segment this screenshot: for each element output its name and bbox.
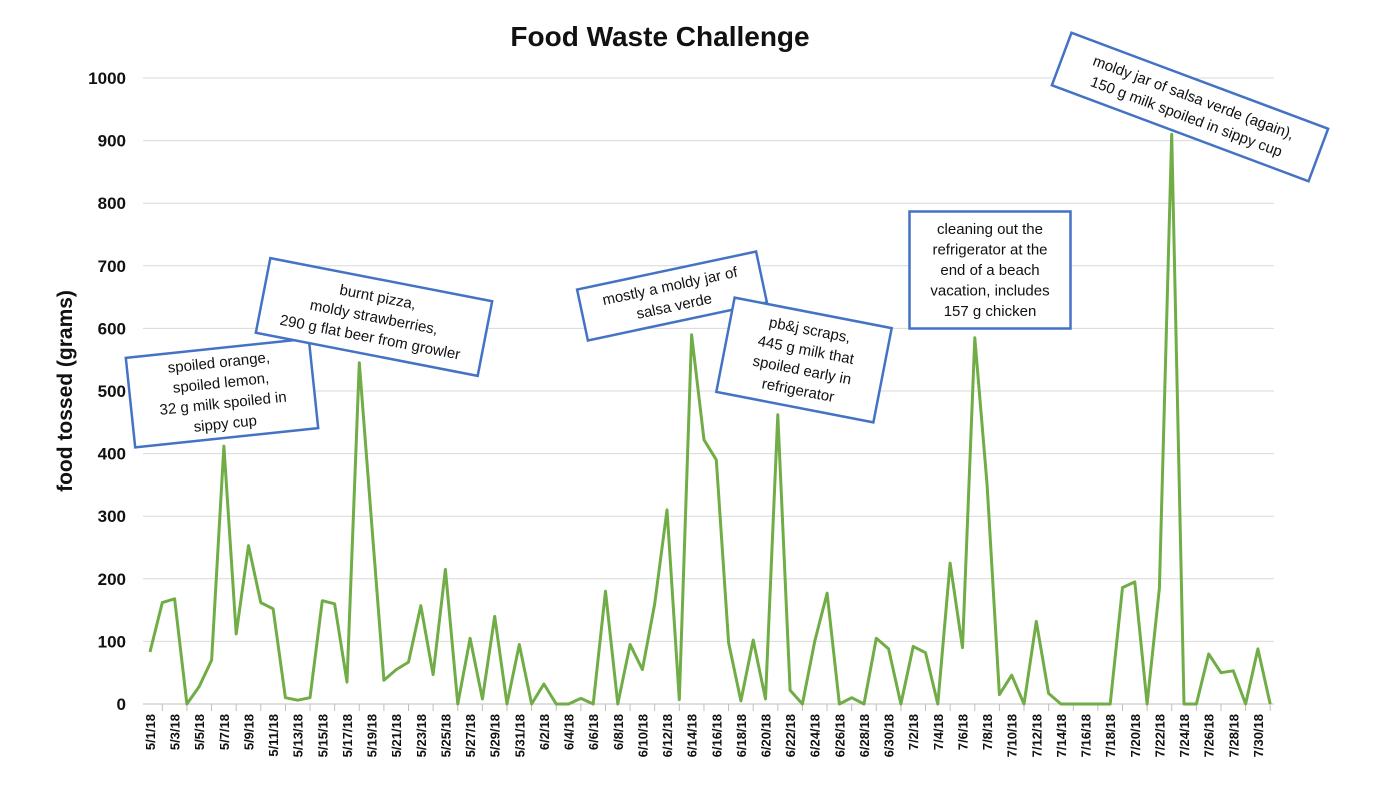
y-tick-label: 400 — [98, 445, 126, 464]
x-tick-label: 5/23/18 — [414, 714, 429, 757]
y-tick-label: 500 — [98, 382, 126, 401]
x-tick-label: 7/14/18 — [1054, 714, 1069, 757]
x-tick-label: 5/7/18 — [217, 714, 232, 750]
x-tick-label: 5/21/18 — [389, 714, 404, 757]
x-tick-label: 7/18/18 — [1103, 714, 1118, 757]
annotation-box: moldy jar of salsa verde (again),150 g m… — [1050, 31, 1330, 183]
x-tick-label: 5/17/18 — [340, 714, 355, 757]
x-tick-label: 5/9/18 — [241, 714, 256, 750]
x-tick-label: 5/29/18 — [488, 714, 503, 757]
x-tick-label: 6/26/18 — [832, 714, 847, 757]
y-tick-label: 700 — [98, 257, 126, 276]
x-tick-label: 5/1/18 — [143, 714, 158, 750]
annotation-text: end of a beach — [940, 262, 1039, 279]
annotation-text: 157 g chicken — [944, 303, 1037, 320]
x-tick-label: 5/13/18 — [291, 714, 306, 757]
y-tick-label: 0 — [117, 695, 126, 714]
y-axis-label: food tossed (grams) — [54, 290, 77, 492]
y-tick-label: 300 — [98, 507, 126, 526]
y-tick-label: 900 — [98, 132, 126, 151]
annotation-text: sippy cup — [193, 412, 258, 436]
annotation-box: cleaning out the refrigerator at the end o… — [908, 210, 1072, 330]
y-tick-labels: 0 100 200 300 400 500 600 700 800 900 1000 — [88, 69, 126, 714]
x-tick-label: 6/22/18 — [783, 714, 798, 757]
x-tick-label: 5/25/18 — [438, 714, 453, 757]
x-tick-label: 7/26/18 — [1202, 714, 1217, 757]
x-tick-label: 7/28/18 — [1226, 714, 1241, 757]
x-tick-label: 6/28/18 — [857, 714, 872, 757]
x-tick-label: 7/12/18 — [1029, 714, 1044, 757]
x-tick-label: 6/20/18 — [759, 714, 774, 757]
x-tick-label: 5/27/18 — [463, 714, 478, 757]
x-tick-label: 6/2/18 — [537, 714, 552, 750]
y-tick-label: 100 — [98, 632, 126, 651]
x-tick-label: 5/3/18 — [168, 714, 183, 750]
series-line — [148, 132, 1272, 706]
annotation-text: cleaning out the — [937, 221, 1043, 238]
x-tick-label: 7/4/18 — [931, 714, 946, 750]
annotation-text: vacation, includes — [930, 283, 1049, 300]
y-tick-label: 200 — [98, 570, 126, 589]
x-tick-label: 6/4/18 — [562, 714, 577, 750]
y-tick-label: 800 — [98, 194, 126, 213]
chart-title: Food Waste Challenge — [510, 21, 809, 52]
x-tick-label: 6/14/18 — [685, 714, 700, 757]
x-tick-label: 7/24/18 — [1177, 714, 1192, 757]
annotations: spoiled orange,spoiled lemon,32 g milk s… — [124, 31, 1330, 449]
y-tick-label: 600 — [98, 319, 126, 338]
x-tick-label: 7/20/18 — [1128, 714, 1143, 757]
x-tick-label: 5/31/18 — [512, 714, 527, 757]
x-tick-label: 5/15/18 — [315, 714, 330, 757]
x-tick-label: 5/11/18 — [266, 714, 281, 757]
x-tick-label: 7/16/18 — [1079, 714, 1094, 757]
annotation-box: spoiled orange,spoiled lemon,32 g milk s… — [124, 337, 320, 449]
annotation-text: refrigerator at the — [932, 242, 1047, 259]
x-tick-label: 6/18/18 — [734, 714, 749, 757]
x-tick-label: 6/10/18 — [635, 714, 650, 757]
x-tick-label: 5/19/18 — [365, 714, 380, 757]
x-tick-label: 6/24/18 — [808, 714, 823, 757]
x-tick-label: 6/16/18 — [709, 714, 724, 757]
x-tick-label: 7/6/18 — [955, 714, 970, 750]
y-tick-label: 1000 — [88, 69, 126, 88]
x-tick-label: 7/22/18 — [1152, 714, 1167, 757]
data-line — [148, 132, 1272, 706]
x-tick-label: 6/8/18 — [611, 714, 626, 750]
x-tick-label: 7/30/18 — [1251, 714, 1266, 757]
x-tick-label: 7/10/18 — [1005, 714, 1020, 757]
x-tick-label: 6/30/18 — [882, 714, 897, 757]
x-tick-label: 6/6/18 — [586, 714, 601, 750]
x-tick-labels: 5/1/18 5/3/18 5/5/18 5/7/18 5/9/18 5/11/18 5/1… — [143, 704, 1271, 757]
x-tick-label: 7/8/18 — [980, 714, 995, 750]
x-tick-label: 6/12/18 — [660, 714, 675, 757]
x-tick-label: 7/2/18 — [906, 714, 921, 750]
x-tick-label: 5/5/18 — [192, 714, 207, 750]
